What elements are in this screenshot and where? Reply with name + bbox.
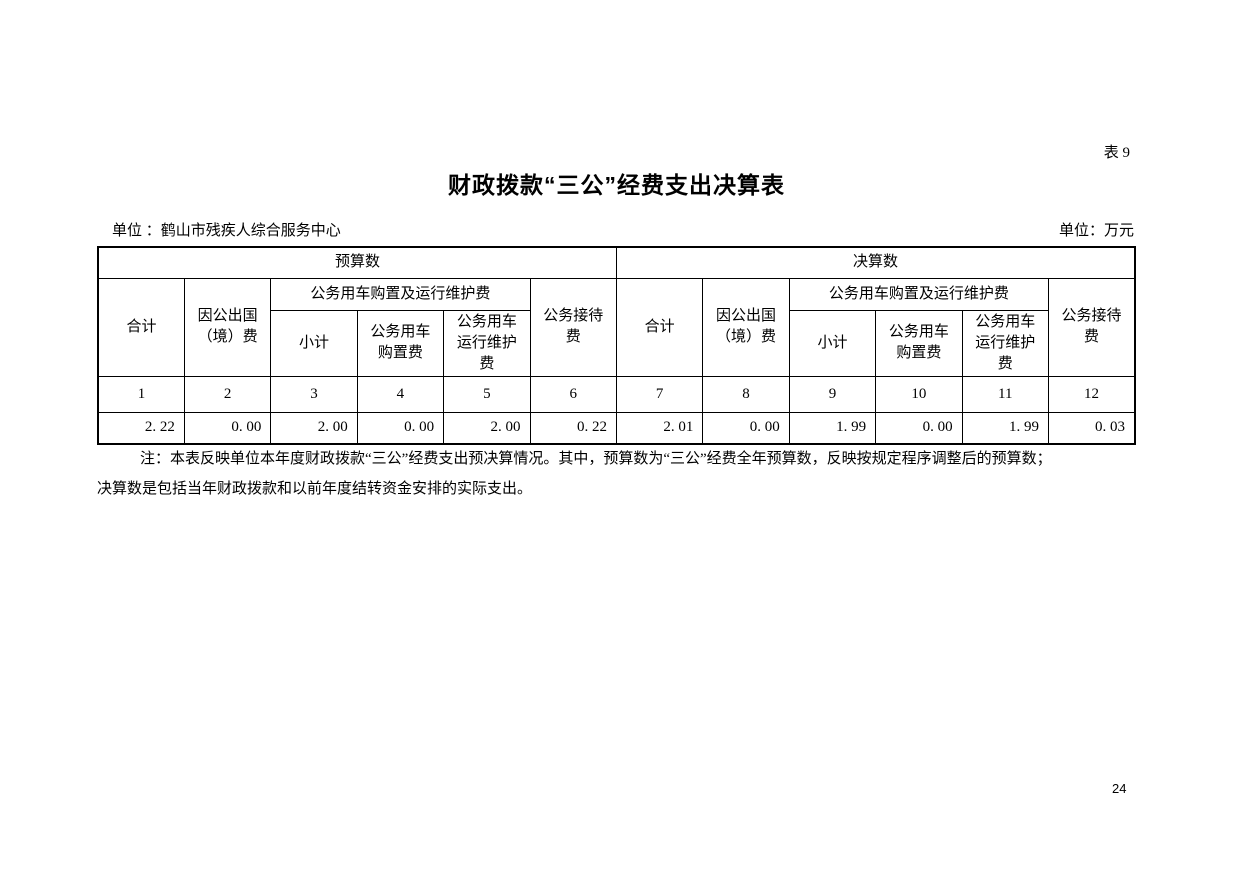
column-number: 8 [702, 375, 790, 413]
header-vehicle-subtotal-final: 小计 [788, 309, 877, 377]
header-vehicle-group-budget: 公务用车购置及运行维护费 [270, 277, 531, 311]
column-number: 1 [97, 375, 185, 413]
table-header-row: 合计 因公出国（境）费 公务用车购置及运行维护费 公务接待费 合计 因公出国（境… [97, 277, 1136, 377]
note-line: 决算数是包括当年财政拨款和以前年度结转资金安排的实际支出。 [97, 481, 533, 497]
header-total-budget: 合计 [97, 277, 185, 377]
value-cell: 1. 99 [788, 411, 877, 445]
header-vehicle-subtotal-budget: 小计 [270, 309, 358, 377]
column-number: 10 [875, 375, 963, 413]
column-number: 9 [788, 375, 877, 413]
column-number: 11 [961, 375, 1049, 413]
table-section-row: 预算数 决算数 [97, 246, 1136, 279]
value-cell: 0. 00 [356, 411, 445, 445]
table-note: 注：本表反映单位本年度财政拨款“三公”经费支出预决算情况。其中，预算数为“三公”… [97, 444, 1137, 504]
value-cell: 1. 99 [961, 411, 1049, 445]
column-number: 6 [529, 375, 617, 413]
note-line: 注：本表反映单位本年度财政拨款“三公”经费支出预决算情况。其中，预算数为“三公”… [140, 451, 1052, 467]
value-cell: 0. 00 [875, 411, 963, 445]
header-abroad-budget: 因公出国（境）费 [183, 277, 272, 377]
column-number: 3 [270, 375, 358, 413]
table-subheader-row: 小计 公务用车购置费 公务用车运行维护费 小计 公务用车购置费 公务用车运行维护… [98, 309, 1135, 377]
header-total-final: 合计 [615, 277, 704, 377]
header-vehicle-group-final: 公务用车购置及运行维护费 [788, 277, 1049, 311]
column-number-row: 1 2 3 4 5 6 7 8 9 10 11 12 [97, 375, 1136, 413]
header-abroad-final: 因公出国（境）费 [702, 277, 790, 377]
header-vehicle-purchase-final: 公务用车购置费 [875, 309, 963, 377]
value-cell: 0. 03 [1047, 411, 1136, 445]
column-number: 7 [615, 375, 704, 413]
value-cell: 2. 00 [270, 411, 358, 445]
fiscal-table: 预算数 决算数 合计 因公出国（境）费 公务用车购置及运行维护费 公务接待费 合… [97, 246, 1136, 445]
header-vehicle-maintenance-final: 公务用车运行维护费 [961, 309, 1049, 377]
page-title: 财政拨款“三公”经费支出决算表 [448, 172, 785, 198]
value-cell: 0. 00 [183, 411, 272, 445]
value-cell: 2. 00 [443, 411, 531, 445]
column-number: 12 [1047, 375, 1136, 413]
header-vehicle-maintenance-budget: 公务用车运行维护费 [443, 309, 531, 377]
unit-name-label: 单位 ：鹤山市残疾人综合服务中心 [112, 223, 341, 239]
header-reception-final: 公务接待费 [1047, 277, 1136, 377]
unit-row: 单位 ：鹤山市残疾人综合服务中心 单位：万元 [97, 219, 1136, 240]
section-header-budget: 预算数 [97, 246, 617, 279]
value-cell: 0. 00 [702, 411, 790, 445]
value-cell: 2. 01 [615, 411, 704, 445]
value-cell: 0. 22 [529, 411, 617, 445]
data-row: 2. 22 0. 00 2. 00 0. 00 2. 00 0. 22 2. 0… [97, 411, 1136, 445]
table-number-tag: 表 9 [1103, 145, 1130, 161]
unit-currency-label: 单位：万元 [1058, 223, 1134, 239]
page-number: 24 [1112, 781, 1127, 796]
column-number: 2 [183, 375, 272, 413]
column-number: 4 [356, 375, 445, 413]
column-number: 5 [443, 375, 531, 413]
header-reception-budget: 公务接待费 [529, 277, 617, 377]
section-header-final: 决算数 [615, 246, 1136, 279]
value-cell: 2. 22 [97, 411, 185, 445]
header-vehicle-purchase-budget: 公务用车购置费 [356, 309, 445, 377]
